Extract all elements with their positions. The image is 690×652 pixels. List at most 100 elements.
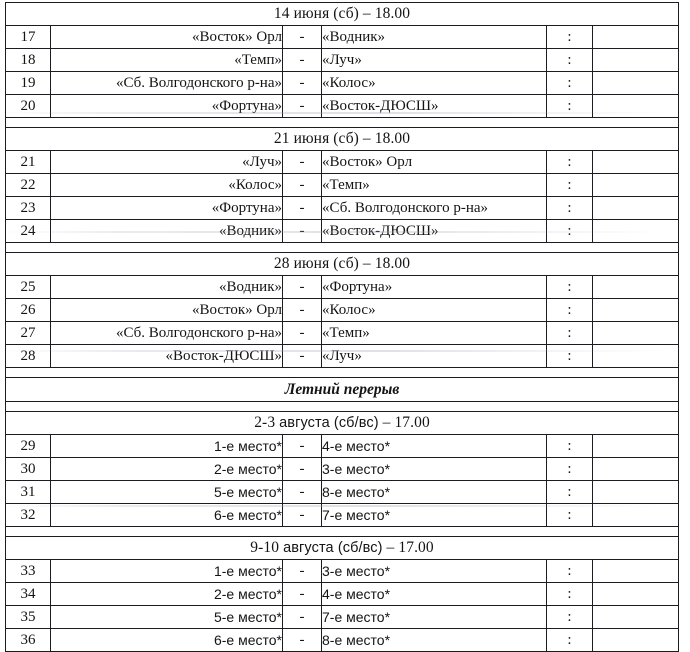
notes-cell[interactable] (591, 503, 680, 527)
notes-cell[interactable] (591, 94, 680, 118)
score-cell[interactable]: : (546, 434, 593, 458)
away-team-cell: «Водник» (321, 25, 547, 49)
date-text-prefix: 9-10 (250, 539, 284, 556)
score-cell[interactable]: : (546, 94, 593, 118)
date-text: 14 июня (сб) – 18.00 (273, 5, 411, 22)
score-cell[interactable]: : (546, 196, 593, 220)
match-number-cell: 23 (5, 196, 51, 220)
table-row: 22 «Колос» - «Темп»: (5, 173, 680, 197)
away-team-cell: «Сб. Волгодонского р-на» (321, 196, 547, 220)
away-team-cell: «Восток-ДЮСШ» (321, 94, 547, 118)
score-cell[interactable]: : (546, 503, 593, 527)
notes-cell[interactable] (591, 48, 680, 72)
home-team-cell: 5-е место* (50, 605, 283, 629)
match-number-cell: 36 (5, 628, 51, 652)
away-team-cell: 8-е место* (321, 480, 547, 504)
score-cell[interactable]: : (546, 173, 593, 197)
home-team-cell: «Луч» (50, 150, 283, 174)
score-cell[interactable]: : (546, 628, 593, 652)
notes-cell[interactable] (591, 321, 680, 345)
notes-cell[interactable] (591, 628, 680, 652)
dash-separator-cell: - (282, 150, 322, 174)
date-text-month: августа (сб/вс) (279, 415, 379, 431)
score-cell[interactable]: : (546, 25, 593, 49)
section-gap-cell (4, 367, 680, 378)
dash-separator-cell: - (282, 94, 322, 118)
dash-separator-cell: - (282, 480, 322, 504)
section-date-header-row: 9-10 августа (сб/вс) – 17.00 (4, 536, 680, 560)
schedule-body: 14 июня (сб) – 18.00 17 «Восток» Орл - «Водн… (4, 2, 680, 652)
notes-cell[interactable] (591, 457, 680, 481)
dash-separator-cell: - (282, 434, 322, 458)
away-team-cell: 4-е место* (321, 434, 547, 458)
notes-cell[interactable] (591, 480, 680, 504)
away-team-cell: «Темп» (321, 173, 547, 197)
home-team-cell: «Восток» Орл (50, 25, 283, 49)
notes-cell[interactable] (591, 71, 680, 95)
date-text-prefix: 2-3 (254, 414, 280, 431)
section-date-header-row: 28 июня (сб) – 18.00 (4, 252, 680, 276)
dash-separator-cell: - (282, 559, 322, 583)
away-team-cell: «Луч» (321, 48, 547, 72)
score-cell[interactable]: : (546, 559, 593, 583)
dash-separator-cell: - (282, 275, 322, 299)
dash-separator-cell: - (282, 71, 322, 95)
notes-cell[interactable] (591, 559, 680, 583)
home-team-cell: «Фортуна» (50, 196, 283, 220)
dash-separator-cell: - (282, 321, 322, 345)
dash-separator-cell: - (282, 582, 322, 606)
away-team-cell: 4-е место* (321, 582, 547, 606)
table-row: 23 «Фортуна» - «Сб. Волгодонского р-на»: (5, 196, 680, 220)
table-row: 35 5-е место* -7-е место*: (5, 605, 680, 629)
score-cell[interactable]: : (546, 605, 593, 629)
section-date-header-cell: 28 июня (сб) – 18.00 (4, 252, 680, 276)
notes-cell[interactable] (591, 434, 680, 458)
summer-break-row: Летний перерыв (4, 377, 680, 402)
score-cell[interactable]: : (546, 219, 593, 243)
dash-separator-cell: - (282, 457, 322, 481)
home-team-cell: «Восток» Орл (50, 298, 283, 322)
away-team-cell: «Колос» (321, 298, 547, 322)
notes-cell[interactable] (591, 275, 680, 299)
table-row: 21 «Луч» - «Восток» Орл: (5, 150, 680, 174)
notes-cell[interactable] (591, 196, 680, 220)
home-team-cell: 1-е место* (50, 434, 283, 458)
score-cell[interactable]: : (546, 48, 593, 72)
away-team-cell: 3-е место* (321, 457, 547, 481)
dash-separator-cell: - (282, 605, 322, 629)
match-number-cell: 26 (5, 298, 51, 322)
home-team-cell: «Колос» (50, 173, 283, 197)
notes-cell[interactable] (591, 173, 680, 197)
notes-cell[interactable] (591, 298, 680, 322)
notes-cell[interactable] (591, 150, 680, 174)
notes-cell[interactable] (591, 582, 680, 606)
table-row: 28 «Восток-ДЮСШ» - «Луч»: (5, 344, 680, 368)
dash-separator-cell: - (282, 628, 322, 652)
notes-cell[interactable] (591, 605, 680, 629)
section-date-header-row: 21 июня (сб) – 18.00 (4, 127, 680, 151)
home-team-cell: «Водник» (50, 275, 283, 299)
match-number-cell: 31 (5, 480, 51, 504)
score-cell[interactable]: : (546, 275, 593, 299)
section-gap-cell (4, 117, 680, 128)
section-gap-cell (4, 242, 680, 253)
section-date-header-cell: 14 июня (сб) – 18.00 (4, 2, 680, 26)
score-cell[interactable]: : (546, 480, 593, 504)
score-cell[interactable]: : (546, 321, 593, 345)
date-text: 28 июня (сб) – 18.00 (273, 255, 411, 272)
score-cell[interactable]: : (546, 344, 593, 368)
notes-cell[interactable] (591, 344, 680, 368)
score-cell[interactable]: : (546, 71, 593, 95)
home-team-cell: 2-е место* (50, 582, 283, 606)
score-cell[interactable]: : (546, 150, 593, 174)
dash-separator-cell: - (282, 298, 322, 322)
score-cell[interactable]: : (546, 582, 593, 606)
table-row: 36 6-е место* -8-е место*: (5, 628, 680, 652)
match-number-cell: 17 (5, 25, 51, 49)
notes-cell[interactable] (591, 25, 680, 49)
score-cell[interactable]: : (546, 457, 593, 481)
home-team-cell: «Сб. Волгодонского р-на» (50, 321, 283, 345)
score-cell[interactable]: : (546, 298, 593, 322)
notes-cell[interactable] (591, 219, 680, 243)
section-gap-row (4, 367, 680, 378)
